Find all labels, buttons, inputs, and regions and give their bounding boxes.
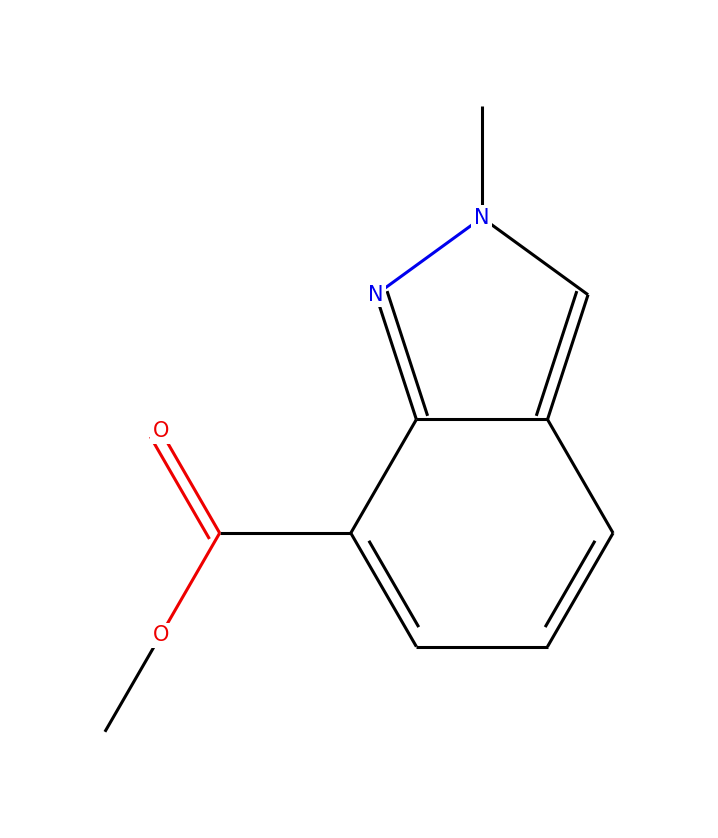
Text: O: O [152, 421, 169, 441]
Text: O: O [152, 625, 169, 645]
Text: N: N [474, 208, 490, 228]
Text: N: N [368, 285, 383, 305]
